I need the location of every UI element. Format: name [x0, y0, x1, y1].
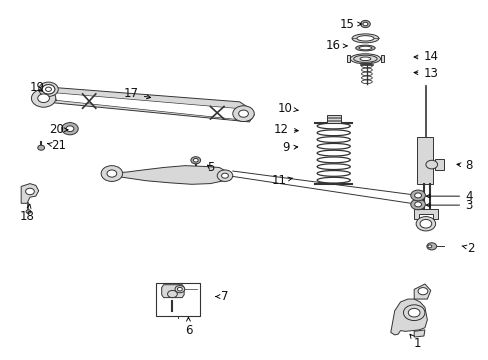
- Circle shape: [175, 285, 184, 293]
- Ellipse shape: [359, 57, 370, 60]
- Circle shape: [42, 85, 55, 94]
- Polygon shape: [21, 184, 39, 203]
- Ellipse shape: [358, 46, 371, 50]
- Ellipse shape: [353, 55, 376, 62]
- Text: 21: 21: [48, 139, 65, 152]
- Circle shape: [177, 287, 182, 291]
- Circle shape: [31, 89, 56, 107]
- Circle shape: [107, 170, 117, 177]
- Polygon shape: [413, 284, 430, 299]
- Text: 12: 12: [273, 123, 298, 136]
- Text: 13: 13: [413, 67, 437, 80]
- Text: 8: 8: [456, 159, 471, 172]
- Circle shape: [232, 106, 254, 122]
- Text: 6: 6: [184, 317, 192, 337]
- Circle shape: [414, 202, 421, 207]
- Text: 7: 7: [215, 290, 228, 303]
- Circle shape: [415, 217, 435, 231]
- Circle shape: [360, 21, 369, 28]
- Circle shape: [425, 160, 437, 169]
- Circle shape: [167, 291, 177, 298]
- Polygon shape: [52, 93, 239, 120]
- Ellipse shape: [351, 34, 378, 43]
- Circle shape: [414, 193, 421, 198]
- Circle shape: [362, 22, 367, 26]
- Text: 9: 9: [282, 141, 297, 154]
- Text: 18: 18: [20, 204, 35, 223]
- Circle shape: [221, 173, 228, 178]
- Polygon shape: [416, 137, 432, 184]
- Polygon shape: [434, 159, 444, 170]
- Circle shape: [38, 145, 44, 150]
- Circle shape: [193, 158, 198, 162]
- Text: 10: 10: [277, 102, 298, 115]
- Circle shape: [407, 309, 419, 317]
- Polygon shape: [380, 55, 383, 62]
- Polygon shape: [413, 330, 424, 337]
- Polygon shape: [107, 166, 227, 184]
- Circle shape: [419, 220, 431, 228]
- Text: 11: 11: [271, 174, 292, 187]
- Circle shape: [238, 110, 248, 117]
- Text: 1: 1: [409, 334, 421, 350]
- Text: 15: 15: [339, 18, 361, 31]
- Circle shape: [25, 188, 34, 195]
- Text: 2: 2: [461, 242, 474, 255]
- Polygon shape: [390, 299, 427, 335]
- Circle shape: [426, 243, 436, 250]
- Circle shape: [410, 190, 425, 201]
- Circle shape: [190, 157, 200, 164]
- Circle shape: [39, 82, 58, 96]
- Ellipse shape: [355, 45, 374, 51]
- Text: 17: 17: [123, 87, 150, 100]
- Circle shape: [66, 126, 74, 132]
- Text: 20: 20: [49, 123, 68, 136]
- Circle shape: [101, 166, 122, 181]
- Polygon shape: [326, 116, 340, 123]
- Polygon shape: [162, 285, 184, 298]
- Circle shape: [403, 305, 424, 320]
- Circle shape: [42, 85, 55, 94]
- Circle shape: [38, 94, 49, 103]
- Ellipse shape: [356, 36, 373, 41]
- Bar: [156, 283, 199, 316]
- Text: 3: 3: [426, 199, 471, 212]
- Polygon shape: [37, 87, 254, 122]
- Text: 16: 16: [325, 39, 346, 52]
- Circle shape: [217, 170, 232, 181]
- Ellipse shape: [349, 54, 380, 64]
- Polygon shape: [346, 55, 349, 62]
- Circle shape: [410, 199, 425, 210]
- Polygon shape: [413, 209, 437, 220]
- Text: 14: 14: [413, 50, 437, 63]
- Circle shape: [26, 210, 31, 213]
- Circle shape: [61, 123, 78, 135]
- Text: 5: 5: [206, 161, 214, 174]
- Text: 19: 19: [30, 81, 45, 94]
- Circle shape: [45, 87, 51, 91]
- Circle shape: [427, 245, 431, 248]
- Circle shape: [417, 288, 427, 295]
- Text: 4: 4: [426, 190, 471, 203]
